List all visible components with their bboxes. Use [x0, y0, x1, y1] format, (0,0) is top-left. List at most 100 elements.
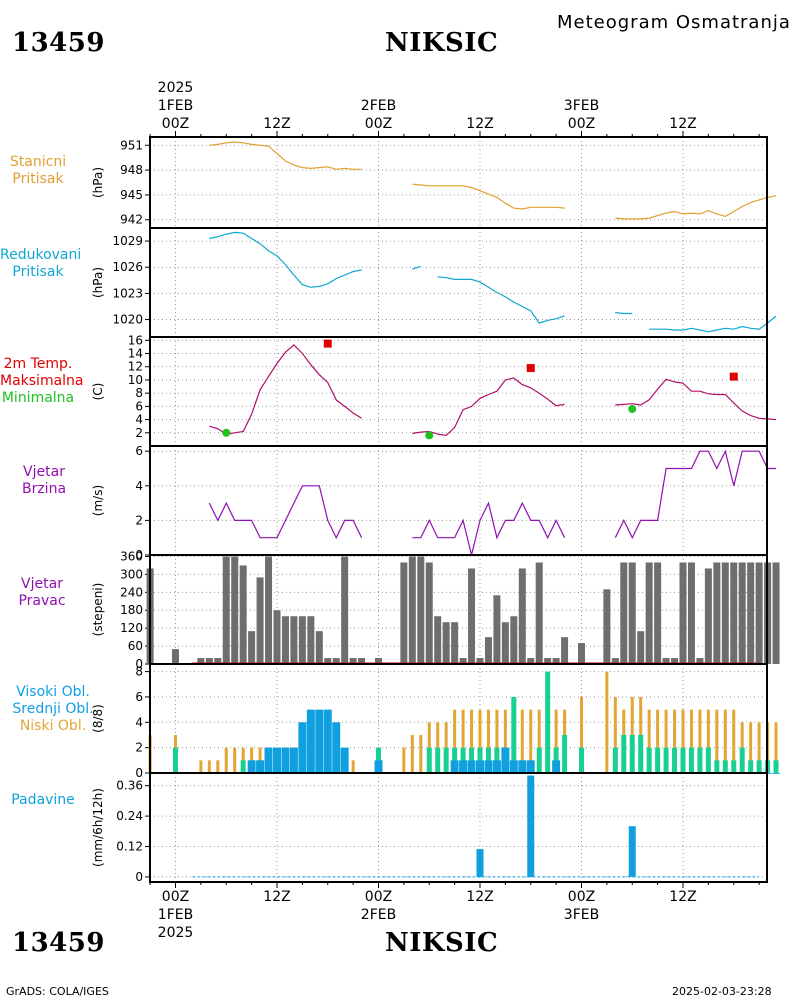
wind-direction-bar — [527, 658, 535, 664]
high-cloud-bar — [306, 709, 315, 773]
mid-cloud-bar — [536, 747, 542, 773]
y-axis-unit-label: (stepeni) — [91, 583, 105, 637]
low-cloud-bar — [749, 722, 753, 773]
low-cloud-bar — [427, 722, 431, 773]
low-cloud-bar — [689, 709, 693, 773]
label-line: Stanicni — [9, 154, 67, 170]
time-tick-label-top: 12Z — [669, 116, 696, 132]
high-cloud-bar — [264, 747, 273, 773]
time-tick-label-bottom: 12Z — [263, 889, 290, 905]
precipitation-bar — [527, 775, 535, 877]
wind-direction-bar — [375, 658, 382, 664]
date-label-bottom: 1FEB — [158, 907, 193, 923]
label-line: Pritisak — [12, 264, 64, 280]
wind-direction-bar — [205, 658, 213, 664]
time-tick-label-top: 00Z — [568, 116, 595, 132]
wind-direction-bar — [620, 562, 628, 664]
low-cloud-bar — [554, 709, 558, 773]
wind-direction-bar — [552, 658, 560, 664]
low-cloud-bar — [580, 696, 583, 773]
product-title: Meteogram Osmatranja — [557, 12, 791, 33]
wind-direction-bar — [231, 556, 239, 664]
y-tick-label: 60 — [128, 639, 143, 653]
wind-speed-line — [614, 449, 776, 540]
low-cloud-bar — [706, 709, 710, 773]
wind-direction-bar — [738, 562, 746, 664]
y-tick-label: 6 — [135, 399, 143, 413]
mid-cloud-bar — [655, 747, 661, 773]
low-cloud-bar — [410, 734, 414, 773]
low-cloud-bar — [419, 734, 423, 773]
wind-direction-bar — [518, 568, 526, 664]
wind-direction-bar — [730, 562, 738, 664]
low-cloud-bar — [537, 709, 541, 773]
y-axis-unit-label: (hPa) — [91, 167, 105, 198]
credit-text: GrADS: COLA/IGES — [6, 985, 109, 998]
low-cloud-bar — [698, 709, 702, 773]
low-cloud-bar — [520, 709, 524, 773]
mid-cloud-bar — [629, 734, 635, 773]
wind-direction-bar — [772, 562, 780, 664]
y-tick-label: 8 — [135, 386, 143, 400]
wind-direction-bar — [307, 616, 315, 664]
panel-label-reduced-pressure: Redukovani Pritisak — [0, 247, 81, 281]
time-tick-label-top: 12Z — [466, 116, 493, 132]
high-cloud-bar — [501, 747, 510, 773]
high-cloud-bar — [256, 760, 265, 773]
low-cloud-bar — [453, 709, 457, 773]
mid-cloud-bar — [680, 747, 686, 773]
wind-direction-bar — [273, 610, 281, 664]
y-tick-label: 0 — [135, 657, 143, 671]
y-tick-label: 0 — [135, 766, 143, 780]
high-cloud-bar — [450, 760, 459, 773]
temperature-line — [412, 377, 565, 437]
mid-cloud-bar — [663, 747, 669, 773]
y-tick-label: 945 — [120, 188, 143, 202]
y-tick-label: 948 — [120, 163, 143, 177]
panel-frame — [149, 445, 768, 556]
high-cloud-bar — [273, 747, 281, 773]
precipitation-bar — [476, 849, 484, 877]
date-label-bottom: 3FEB — [564, 907, 599, 923]
panel-label-station-pressure: Stanicni Pritisak — [0, 154, 76, 188]
label-line: Srednji Obl. — [12, 701, 94, 717]
min-temp-marker — [628, 405, 637, 414]
high-cloud-bar — [323, 709, 332, 773]
high-cloud-bar — [467, 760, 476, 773]
min-temp-marker — [425, 431, 434, 440]
y-tick-label: 951 — [120, 138, 143, 152]
wind-speed-line — [208, 485, 363, 540]
station-pressure-line — [209, 141, 362, 170]
wind-direction-bar — [713, 562, 721, 664]
wind-direction-bar — [721, 562, 729, 664]
year-label-top: 2025 — [158, 80, 194, 96]
high-cloud-bar — [247, 760, 256, 773]
low-cloud-bar — [681, 709, 685, 773]
y-tick-label: 0 — [135, 548, 143, 562]
time-tick-label-bottom: 00Z — [365, 889, 392, 905]
date-label-top: 2FEB — [361, 98, 396, 114]
low-cloud-bar — [351, 760, 355, 773]
y-tick-label: 0.36 — [116, 779, 143, 793]
low-cloud-bar — [732, 709, 736, 773]
low-cloud-bar — [757, 722, 761, 773]
time-tick-label-top: 00Z — [162, 116, 189, 132]
low-cloud-bar — [478, 709, 482, 773]
mid-cloud-bar — [672, 747, 678, 773]
panel-label-precipitation: Padavine — [0, 792, 86, 809]
wind-direction-bar — [654, 562, 662, 664]
station-id: 13459 — [12, 28, 105, 58]
low-cloud-bar — [740, 722, 744, 773]
wind-direction-bar — [425, 562, 433, 664]
mid-cloud-bar — [511, 696, 517, 773]
wind-direction-bar — [755, 562, 763, 664]
y-tick-label: 16 — [128, 333, 143, 347]
date-label-top: 1FEB — [158, 98, 193, 114]
panel-label-clouds: Visoki Obl. Srednji Obl. Niski Obl. — [0, 684, 106, 735]
high-cloud-bar — [476, 760, 484, 773]
label-line: Visoki Obl. — [16, 684, 90, 700]
panel-frame — [149, 227, 768, 338]
wind-direction-bar — [578, 643, 585, 664]
y-axis-unit-label: (C) — [91, 383, 105, 401]
